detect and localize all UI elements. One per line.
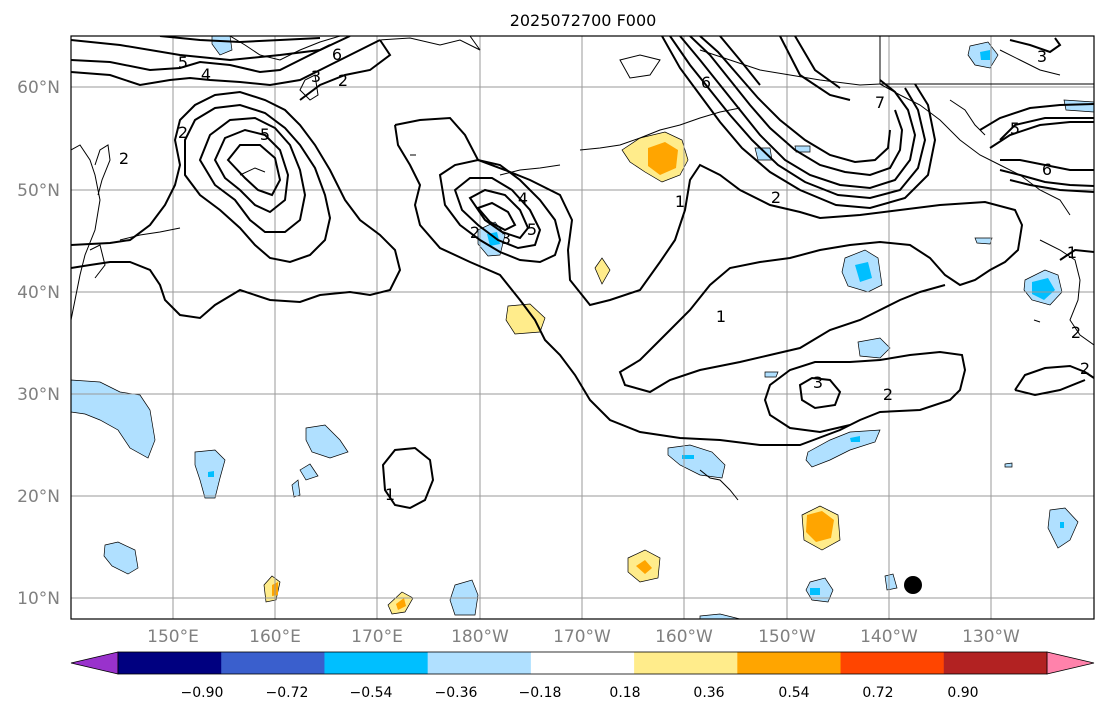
lon-label: 130°W: [962, 627, 1020, 647]
contour-label: 3: [311, 67, 321, 86]
contour-label: 4: [201, 65, 211, 84]
graticule: [71, 36, 1094, 619]
colorbar-segment: [943, 652, 1048, 674]
lon-label: 150°E: [147, 627, 199, 647]
colorbar-segment: [324, 652, 429, 674]
contour-label: 7: [875, 93, 885, 112]
colorbar-extend-left: [70, 651, 119, 675]
lon-label: 140°W: [860, 627, 918, 647]
contour-label: 3: [813, 373, 823, 392]
contour-label: 1: [675, 192, 685, 211]
contours: [71, 36, 1094, 510]
contour-label: 2: [883, 385, 893, 404]
latitude-labels: 60°N 50°N 40°N 30°N 20°N 10°N: [17, 78, 60, 609]
colorbar-segment: [530, 652, 635, 674]
contour-label: 1: [716, 307, 726, 326]
lon-label: 160°W: [655, 627, 713, 647]
colorbar-tick-label: 0.90: [947, 685, 978, 701]
contour-label: 2: [1071, 323, 1081, 342]
contour-label: 2: [338, 71, 348, 90]
colorbar-segments: [118, 652, 1048, 674]
contour-label: 5: [527, 220, 537, 239]
moderate-positive-shading: [272, 142, 834, 610]
lat-label: 60°N: [17, 78, 60, 98]
contour-label: 2: [470, 223, 480, 242]
contour-label: 2: [178, 123, 188, 142]
contour-label: 6: [701, 73, 711, 92]
colorbar-segment: [737, 652, 842, 674]
colorbar-tick-label: −0.72: [266, 685, 309, 701]
contour-label: 1: [385, 485, 395, 504]
map-frame: [70, 35, 1095, 620]
lat-label: 50°N: [17, 181, 60, 201]
contour-label: 5: [178, 53, 188, 72]
colorbar-segment: [634, 652, 738, 674]
contour-label: 6: [1042, 160, 1052, 179]
contour-label: 6: [332, 45, 342, 64]
colorbar: −0.90 −0.72 −0.54 −0.36 −0.18 0.18 0.36 …: [70, 651, 1095, 701]
lat-label: 20°N: [17, 487, 60, 507]
contour-labels: 5 6 4 3 2 2 5 2 4 5 3 2 6 7 5 6 3 1 2 1 …: [119, 45, 1090, 504]
lat-label: 40°N: [17, 283, 60, 303]
contour-label: 5: [1010, 119, 1020, 138]
map-area: 5 6 4 3 2 2 5 2 4 5 3 2 6 7 5 6 3 1 2 1 …: [71, 36, 1094, 619]
contour-label: 3: [1037, 47, 1047, 66]
colorbar-tick-label: −0.36: [435, 685, 478, 701]
contour-label: 5: [260, 125, 270, 144]
colorbar-tick-label: 0.36: [693, 685, 724, 701]
contour-label: 4: [518, 189, 528, 208]
strong-negative-shading: [208, 50, 1064, 595]
lon-label: 170°E: [351, 627, 403, 647]
colorbar-tick-label: −0.18: [519, 685, 562, 701]
contour-label: 3: [501, 229, 511, 248]
lat-label: 30°N: [17, 385, 60, 405]
colorbar-segment: [840, 652, 945, 674]
map-title: 2025072700 F000: [510, 11, 657, 30]
colorbar-tick-label: 0.54: [778, 685, 809, 701]
colorbar-segment: [118, 652, 222, 674]
location-marker: [904, 576, 922, 594]
lon-label: 160°E: [249, 627, 301, 647]
colorbar-tick-label: −0.54: [350, 685, 393, 701]
contour-label: 1: [1067, 243, 1077, 262]
longitude-labels: 150°E 160°E 170°E 180°W 170°W 160°W 150°…: [147, 627, 1020, 647]
contour-label: 2: [119, 149, 129, 168]
lon-label: 180°W: [451, 627, 509, 647]
lat-label: 10°N: [17, 589, 60, 609]
lon-label: 150°W: [758, 627, 816, 647]
contour-label: 2: [1080, 359, 1090, 378]
colorbar-tick-label: 0.72: [862, 685, 893, 701]
colorbar-extend-right: [1046, 651, 1095, 675]
colorbar-segment: [427, 652, 532, 674]
contour-label: 2: [771, 188, 781, 207]
lon-label: 170°W: [553, 627, 611, 647]
colorbar-tick-label: 0.18: [609, 685, 640, 701]
colorbar-tick-label: −0.90: [181, 685, 224, 701]
colorbar-segment: [221, 652, 325, 674]
